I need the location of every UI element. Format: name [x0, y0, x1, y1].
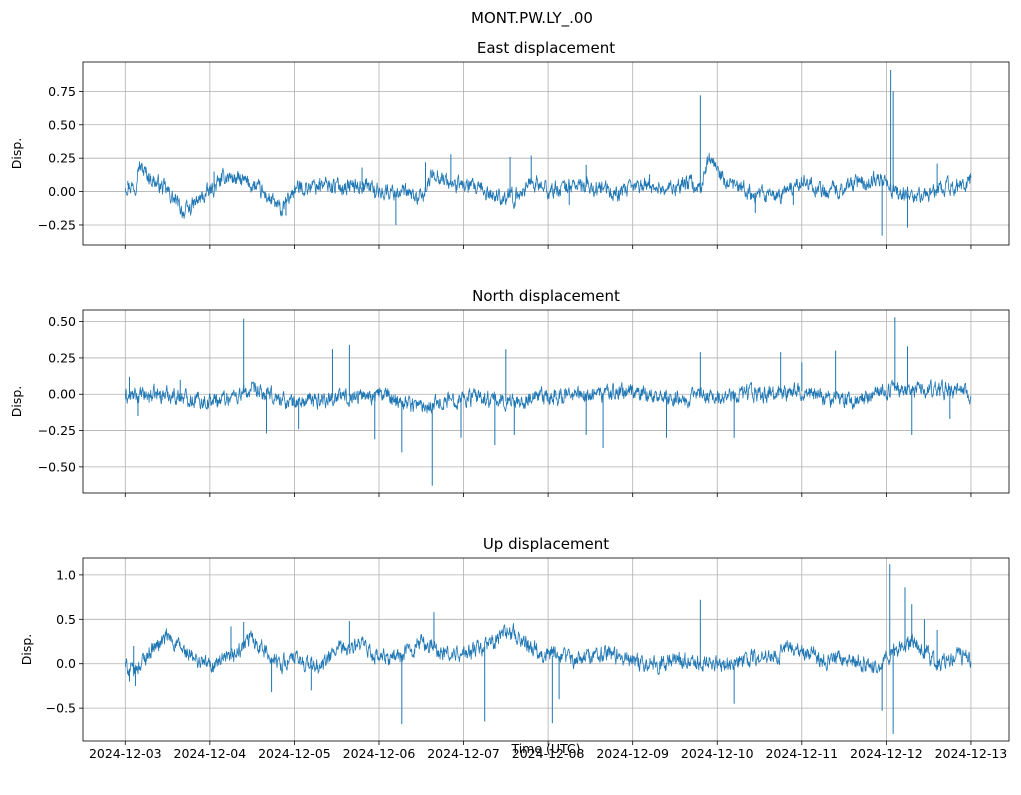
north-ytick-label-1: −0.25 — [38, 423, 76, 438]
north-displacement-panel: −0.50 −0.25 0.00 0.25 0.50 North displacement… — [9, 287, 1010, 497]
north-panel-title: North displacement — [472, 287, 620, 305]
east-ytick-label-0: −0.25 — [38, 217, 76, 232]
x-tick-label-0: 2024-12-03 — [89, 746, 162, 761]
north-y-axis-label: Disp. — [9, 386, 24, 418]
figure-suptitle: MONT.PW.LY_.00 — [471, 9, 593, 28]
east-ytick-label-4: 0.75 — [48, 84, 76, 99]
x-tick-label-5: 2024-12-08 — [512, 746, 585, 761]
east-displacement-panel: −0.25 0.00 0.25 0.50 0.75 East displacement Di… — [9, 39, 1010, 249]
east-y-axis-label: Disp. — [9, 138, 24, 170]
x-tick-label-4: 2024-12-07 — [427, 746, 500, 761]
x-tick-label-3: 2024-12-06 — [343, 746, 416, 761]
x-tick-label-6: 2024-12-09 — [596, 746, 669, 761]
east-ytick-label-3: 0.50 — [48, 117, 76, 132]
north-ytick-label-0: −0.50 — [38, 459, 76, 474]
x-tick-label-1: 2024-12-04 — [174, 746, 247, 761]
north-series-line — [124, 379, 972, 414]
up-y-axis-label: Disp. — [19, 634, 34, 666]
east-axes-frame — [82, 61, 1010, 246]
x-tick-label-9: 2024-12-12 — [850, 746, 923, 761]
up-series-line — [124, 623, 972, 677]
north-ytick-label-2: 0.00 — [48, 387, 76, 402]
east-series-line — [124, 152, 972, 219]
up-ytick-label-2: 0.5 — [56, 612, 76, 627]
east-ytick-label-2: 0.25 — [48, 151, 76, 166]
up-ytick-label-3: 1.0 — [56, 567, 76, 582]
up-axes-frame — [82, 557, 1010, 742]
x-tick-label-8: 2024-12-11 — [765, 746, 838, 761]
north-ytick-label-4: 0.50 — [48, 314, 76, 329]
up-displacement-panel: 2024-12-03 2024-12-04 2024-12-05 2024-12-06… — [19, 535, 1010, 761]
north-axes-frame — [82, 309, 1010, 494]
east-ytick-label-1: 0.00 — [48, 184, 76, 199]
x-tick-label-10: 2024-12-13 — [935, 746, 1008, 761]
x-tick-label-2: 2024-12-05 — [258, 746, 331, 761]
x-tick-label-7: 2024-12-10 — [681, 746, 754, 761]
north-ytick-label-3: 0.25 — [48, 350, 76, 365]
up-ytick-label-1: 0.0 — [56, 656, 76, 671]
up-panel-title: Up displacement — [483, 535, 609, 553]
up-ytick-label-0: −0.5 — [46, 701, 76, 716]
east-panel-title: East displacement — [477, 39, 615, 57]
x-axis-label: Time (UTC) — [510, 741, 580, 756]
